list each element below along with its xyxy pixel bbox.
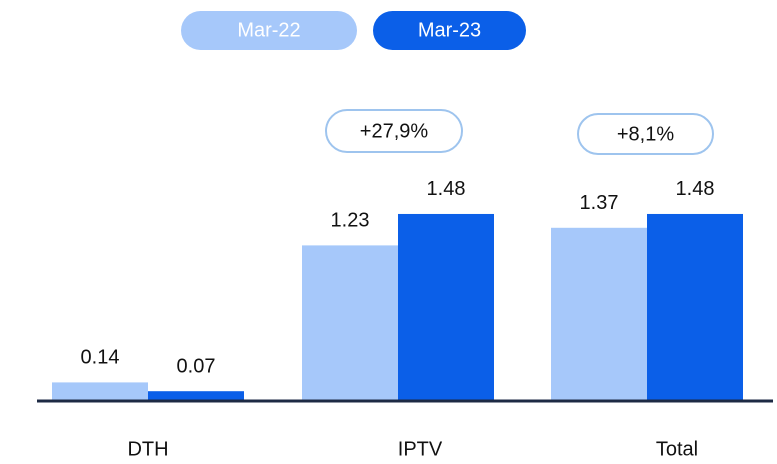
- bar: [52, 382, 148, 400]
- bar: [302, 245, 398, 400]
- data-label: 1.37: [580, 192, 619, 214]
- x-tick-label: IPTV: [398, 438, 443, 460]
- annotation: +8,1%: [617, 123, 674, 145]
- data-label: 1.48: [676, 178, 715, 200]
- data-label: 0.14: [81, 347, 120, 369]
- data-label: 1.48: [427, 178, 466, 200]
- legend-label: Mar-22: [237, 19, 300, 41]
- x-tick-label: DTH: [127, 438, 168, 460]
- annotation-box: [577, 113, 714, 155]
- annotation: +27,9%: [360, 120, 429, 142]
- bar: [398, 213, 494, 400]
- bar: [148, 391, 244, 400]
- x-tick-label: Total: [656, 438, 698, 460]
- data-label: 1.23: [331, 210, 370, 232]
- bar: [647, 213, 743, 400]
- legend-swatch: [373, 11, 526, 50]
- bar: [551, 227, 647, 400]
- legend-label: Mar-23: [418, 19, 481, 41]
- legend-swatch: [181, 11, 357, 50]
- annotation-box: [325, 109, 463, 153]
- data-label: 0.07: [177, 355, 216, 377]
